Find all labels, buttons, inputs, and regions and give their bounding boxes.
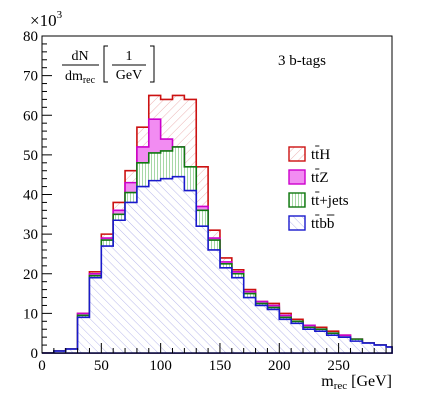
legend-swatch — [288, 192, 306, 208]
y-tick-label: 10 — [23, 306, 38, 322]
x-tick-label: 0 — [38, 358, 46, 374]
y-tick-label: 20 — [23, 267, 38, 283]
y-tick-label: 40 — [23, 188, 38, 204]
y-tick-label: 50 — [23, 148, 38, 164]
y-label-denominator-sub: rec — [83, 75, 96, 86]
x-tick-label: 200 — [268, 358, 291, 374]
x-axis-label: mrec [GeV] — [321, 373, 392, 392]
series-layer — [42, 94, 393, 354]
legend-swatch — [288, 169, 306, 185]
y-tick-label: 30 — [23, 227, 38, 243]
legend-label: ttH — [311, 147, 330, 163]
x-tick-label: 150 — [209, 358, 232, 374]
legend: ttH ttZ tt+jets ttbb — [288, 145, 349, 232]
series-bb-hatch — [42, 176, 392, 353]
y-multiplier: ×103 — [30, 9, 63, 30]
annotation-b-tags: 3 b-tags — [278, 53, 326, 69]
series-z-outline — [42, 118, 393, 354]
series-bb — [42, 175, 393, 354]
legend-entry-z: ttZ — [288, 168, 329, 186]
y-label-unit-denominator: GeV — [116, 68, 142, 83]
y-label-denominator: dm — [65, 69, 83, 84]
ticks-layer: 0 50 100 150 200 250 0 10 20 30 40 50 60 70 80 — [23, 29, 387, 374]
x-tick-label: 50 — [94, 358, 109, 374]
y-label-unit-numerator: 1 — [126, 49, 133, 64]
legend-entry-jets: tt+jets — [288, 191, 349, 209]
legend-entry-bb: ttbb — [288, 214, 335, 232]
legend-entry-h: ttH — [288, 145, 330, 163]
legend-label: ttbb — [311, 216, 334, 232]
x-tick-label: 250 — [327, 358, 350, 374]
y-multiplier-exp: 3 — [57, 9, 63, 21]
legend-swatch — [288, 146, 306, 162]
legend-label: ttZ — [311, 170, 329, 186]
legend-swatch — [288, 215, 306, 231]
x-tick-label: 100 — [149, 358, 172, 374]
y-tick-label: 60 — [23, 108, 38, 124]
svg-text:dmrec: dmrec — [65, 69, 96, 86]
series-bb-outline — [42, 175, 393, 354]
y-tick-label: 80 — [23, 29, 38, 45]
y-tick-label: 70 — [23, 69, 38, 85]
y-axis-label: dN dmrec 1 GeV — [62, 45, 155, 86]
y-tick-label: 0 — [31, 346, 39, 362]
legend-label: tt+jets — [311, 193, 349, 209]
y-label-numerator: dN — [71, 49, 88, 64]
